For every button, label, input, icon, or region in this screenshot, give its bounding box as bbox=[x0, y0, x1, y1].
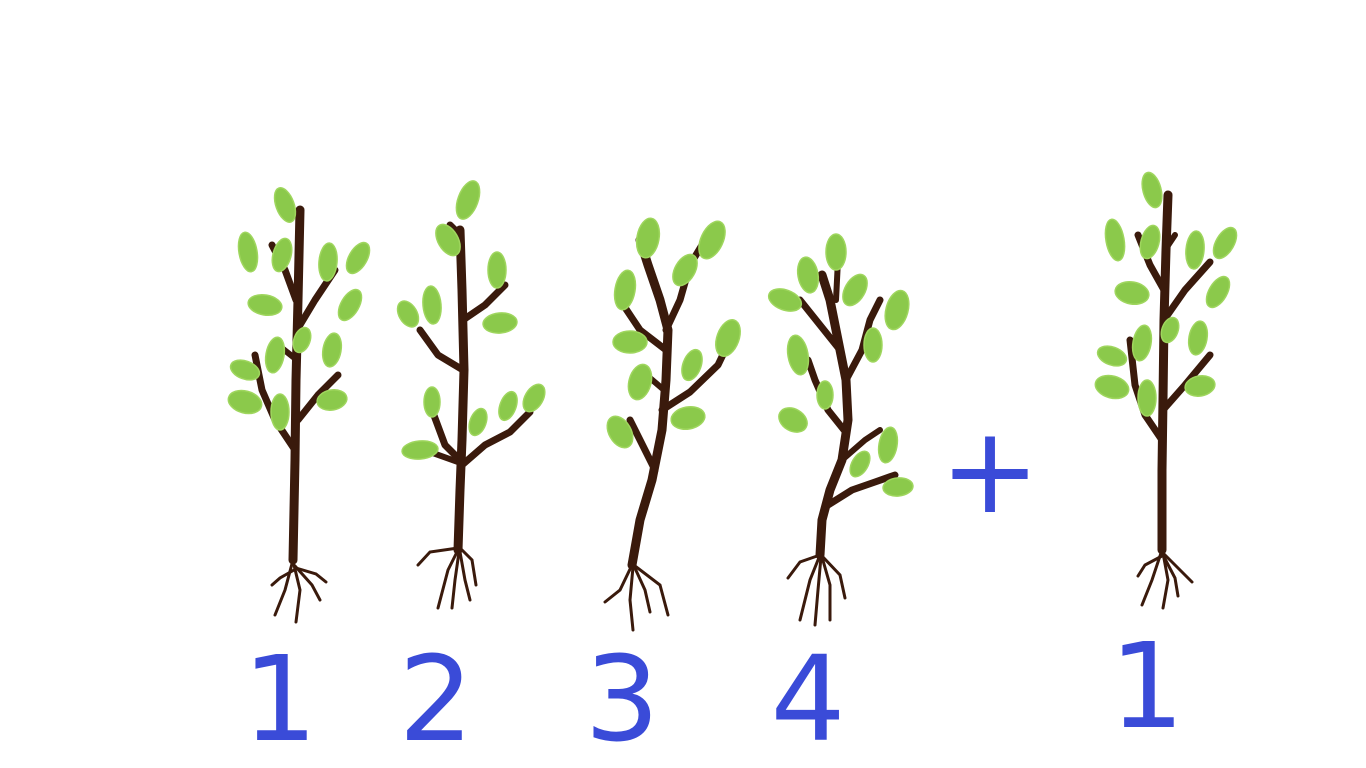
tree-4-drawing bbox=[767, 233, 914, 627]
plus-sign: + bbox=[940, 402, 1041, 541]
tree-3-drawing bbox=[603, 217, 741, 632]
tree-label-3: 3 bbox=[584, 630, 659, 768]
tree-2-drawing bbox=[396, 180, 546, 610]
tree-1-drawing bbox=[227, 187, 371, 624]
tree-label-1: 1 bbox=[242, 630, 317, 768]
tree-label-2: 2 bbox=[398, 630, 473, 768]
extra-tree-drawing bbox=[1094, 171, 1238, 610]
extra-tree-label: 1 bbox=[1109, 617, 1184, 755]
tree-label-4: 4 bbox=[770, 630, 845, 768]
